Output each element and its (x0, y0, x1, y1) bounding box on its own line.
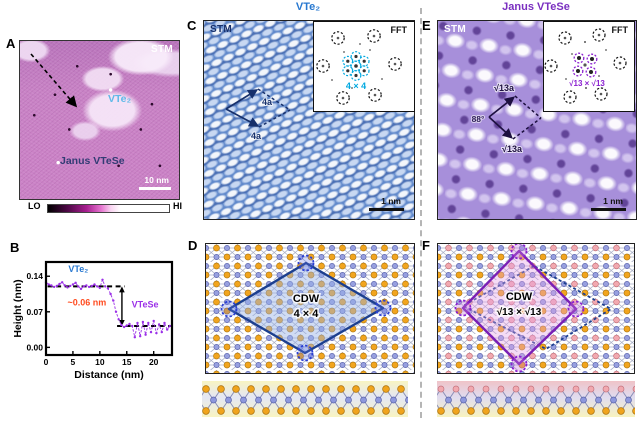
cdw-peak-circles-4x4 (342, 51, 370, 81)
panel-b-label: B (10, 240, 20, 255)
scalebar-e-label: 1 nm (603, 196, 623, 206)
fft-inset-vte2: FFT 4 × 4 (313, 21, 415, 112)
lattice-vector-label-4a-top: 4a (262, 97, 273, 107)
height-colorbar (47, 204, 170, 213)
svg-text:20: 20 (149, 357, 159, 367)
cdw-peak-circles-sqrt13 (572, 52, 598, 78)
svg-text:15: 15 (122, 357, 132, 367)
svg-text:Distance (nm): Distance (nm) (74, 369, 143, 381)
rhombus-angle-label: 88° (472, 114, 485, 124)
stm-technique-tag-a: STM (150, 44, 173, 55)
scalebar-a-label: 10 nm (144, 175, 169, 185)
svg-text:Height (nm): Height (nm) (12, 279, 24, 337)
cdw-cluster-circles-f (454, 244, 585, 373)
height-profile-chart: 0 5 10 15 20 0.00 0.07 0.14 Distance (nm) Height … (12, 260, 174, 381)
fft-label-e: FFT (612, 25, 629, 35)
svg-text:0.07: 0.07 (26, 307, 43, 317)
region-label-vte2: VTe₂ (108, 93, 132, 105)
panel-a-label: A (6, 36, 16, 51)
reference-4x4-cell-outline (462, 265, 612, 350)
lattice-vector-label-4a-bottom: 4a (251, 131, 262, 141)
fft-inset-janus-vtese: FFT √13 × √13 (543, 21, 635, 112)
bragg-peak-circles-e (544, 28, 627, 104)
panel-f-label: F (422, 238, 430, 253)
cdw-peak-dots-e (576, 56, 594, 74)
cdw-title-f: CDW (506, 291, 533, 303)
fft-cell-label-sqrt13: √13 × √13 (569, 79, 605, 88)
stm-technique-tag-c: STM (210, 24, 233, 35)
svg-text:0.14: 0.14 (26, 271, 43, 281)
scalebar-e (591, 208, 626, 211)
svg-text:~0.06 nm: ~0.06 nm (68, 298, 107, 308)
panel-e-title: Janus VTeSe (502, 1, 570, 13)
panel-c-label: C (187, 18, 197, 33)
stm-image-overview: STM VTe₂ Janus VTeSe 10 nm (19, 40, 180, 200)
stm-image-janus-vtese: STM √13a √13a 88° 1 nm (437, 20, 637, 220)
side-view-vte2 (202, 381, 408, 417)
fft-label-c: FFT (391, 25, 408, 35)
scalebar-c (369, 208, 404, 211)
fft-speckles (321, 34, 397, 100)
lattice-vector-label-sqrt13a-bottom: √13a (502, 144, 523, 154)
unit-cell-rhombus-sqrt13: √13a √13a 88° (471, 82, 542, 155)
svg-text:10: 10 (95, 357, 105, 367)
cdw-peak-dots (346, 54, 366, 78)
cdw-supercell-4x4 (227, 261, 385, 355)
scalebar-a (139, 187, 171, 190)
bragg-peak-circles (316, 29, 402, 105)
svg-text:0.00: 0.00 (26, 342, 43, 352)
cdw-supercell-sqrt13 (461, 249, 578, 366)
svg-text:0: 0 (44, 357, 49, 367)
stm-technique-tag-e: STM (444, 24, 467, 35)
atomic-model-janus-vtese: CDW √13 × √13 (437, 243, 635, 374)
column-separator (420, 8, 422, 418)
svg-text:VTeSe: VTeSe (132, 300, 159, 310)
lattice-vector-label-sqrt13a-top: √13a (494, 83, 515, 93)
panel-e-label: E (422, 18, 431, 33)
line-profile-arrow-icon (30, 53, 78, 108)
cdw-cluster-circles-d (220, 254, 392, 362)
region-label-janus-vtese: Janus VTeSe (60, 155, 125, 167)
svg-text:5: 5 (71, 357, 76, 367)
cdw-cell-d: 4 × 4 (294, 308, 320, 320)
unit-cell-rhombus-4a: 4a 4a (225, 88, 291, 142)
fft-speckles-e (549, 33, 622, 99)
cdw-title-d: CDW (293, 293, 320, 305)
panel-d-label: D (188, 238, 198, 253)
fft-cell-label-4x4: 4 × 4 (346, 81, 366, 91)
svg-text:VTe₂: VTe₂ (68, 264, 88, 274)
atomic-model-vte2: CDW 4 × 4 (205, 243, 415, 374)
side-view-janus-vtese (437, 381, 635, 417)
colorbar-lo-label: LO (28, 201, 41, 211)
scalebar-c-label: 1 nm (381, 196, 401, 206)
colorbar-hi-label: HI (173, 201, 182, 211)
cdw-cell-f: √13 × √13 (497, 307, 542, 318)
panel-c-title: VTe₂ (295, 1, 321, 13)
